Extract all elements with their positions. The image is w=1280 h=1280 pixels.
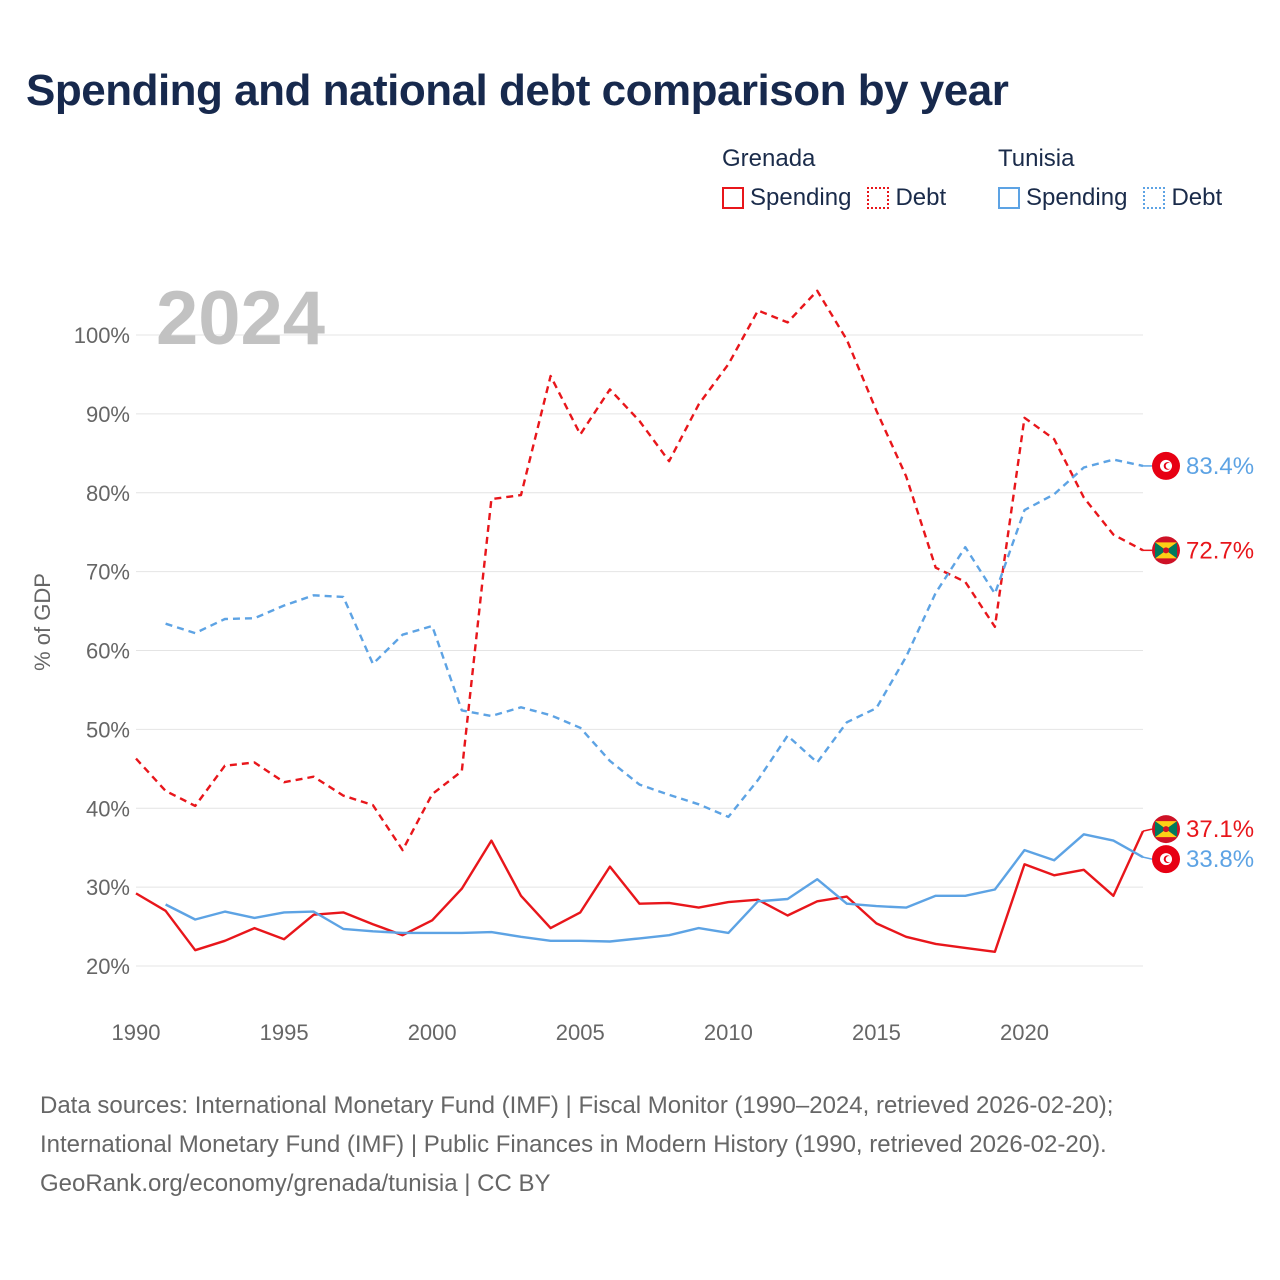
y-tick-20: 20% xyxy=(86,954,130,979)
grenada-spending-end-marker: 37.1% xyxy=(1142,815,1254,844)
y-tick-90: 90% xyxy=(86,402,130,427)
legend-item-tunisia-debt[interactable]: Debt xyxy=(1143,184,1222,212)
x-tick-2010: 2010 xyxy=(704,1020,753,1045)
year-label: 2024 xyxy=(156,276,325,361)
end-markers: 37.1% 72.7% 33.8% 83.4% xyxy=(1142,451,1254,874)
grenada-debt-end-label: 72.7% xyxy=(1186,537,1254,564)
chart-title: Spending and national debt comparison by… xyxy=(26,66,1009,115)
legend-label-grenada-spending: Spending xyxy=(750,184,852,211)
x-tick-2005: 2005 xyxy=(556,1020,605,1045)
legend-item-grenada-spending[interactable]: Spending xyxy=(722,184,851,212)
legend-country-tunisia: Tunisia xyxy=(998,145,1075,172)
grenada-debt-line xyxy=(135,289,1144,852)
tunisia-debt-end-marker: 83.4% xyxy=(1143,451,1254,480)
legend-label-tunisia-spending: Spending xyxy=(1026,184,1128,211)
sources-line-2: International Monetary Fund (IMF) | Publ… xyxy=(40,1131,1107,1158)
x-tick-1990: 1990 xyxy=(112,1020,161,1045)
grenada-debt-end-marker: 72.7% xyxy=(1143,536,1254,565)
y-tick-100: 100% xyxy=(74,323,130,348)
y-axis-label: % of GDP xyxy=(30,573,55,671)
tunisia-debt-end-label: 83.4% xyxy=(1186,453,1254,480)
tunisia-spending-end-marker: 33.8% xyxy=(1142,845,1254,874)
legend-swatch-grenada-spending xyxy=(722,187,744,209)
data-sources: Data sources: International Monetary Fun… xyxy=(40,1086,1113,1203)
grenada-flag-center xyxy=(1163,547,1169,554)
tunisia-debt-line xyxy=(165,458,1144,819)
tunisia-flag-crescent-cut xyxy=(1165,462,1172,470)
grenada-flag-center xyxy=(1163,826,1169,833)
grenada-flag-green-right xyxy=(1166,542,1177,559)
legend-swatch-tunisia-spending xyxy=(998,187,1020,209)
tunisia-spending-end-label: 33.8% xyxy=(1186,846,1254,873)
x-tick-2015: 2015 xyxy=(852,1020,901,1045)
legend-country-grenada: Grenada xyxy=(722,145,816,172)
grenada-flag-green-right xyxy=(1166,821,1177,838)
legend-label-tunisia-debt: Debt xyxy=(1171,184,1223,211)
y-tick-50: 50% xyxy=(86,717,130,742)
x-tick-2000: 2000 xyxy=(408,1020,457,1045)
legend-swatch-grenada-debt xyxy=(867,187,890,209)
grenada-flag-yellow-bottom xyxy=(1155,550,1177,559)
y-tick-80: 80% xyxy=(86,481,130,506)
tunisia-flag-crescent-cut xyxy=(1165,856,1172,863)
x-tick-1995: 1995 xyxy=(260,1020,309,1045)
legend-group-tunisia: Tunisia Spending Debt xyxy=(998,142,1222,220)
legend-swatch-tunisia-debt xyxy=(1143,187,1166,209)
grenada-flag-yellow-top xyxy=(1155,542,1177,551)
x-tick-2020: 2020 xyxy=(1000,1020,1049,1045)
sources-line-1: Data sources: International Monetary Fun… xyxy=(40,1092,1114,1119)
legend-label-grenada-debt: Debt xyxy=(895,184,947,211)
grenada-spending-line xyxy=(135,830,1145,953)
sources-line-3[interactable]: GeoRank.org/economy/grenada/tunisia | CC… xyxy=(40,1170,551,1197)
legend-group-grenada: Grenada Spending Debt xyxy=(722,142,946,220)
y-tick-30: 30% xyxy=(86,875,130,900)
grenada-flag-yellow-top xyxy=(1155,821,1177,830)
legend-item-tunisia-spending[interactable]: Spending xyxy=(998,184,1127,212)
grenada-flag-yellow-bottom xyxy=(1155,829,1177,838)
series-lines xyxy=(135,289,1145,953)
y-tick-40: 40% xyxy=(86,796,130,821)
grenada-flag-green-left xyxy=(1155,542,1166,559)
tunisia-spending-line xyxy=(165,833,1144,943)
tunisia-spending-leader xyxy=(1142,856,1153,860)
y-tick-labels: 20% 30% 40% 50% 60% 70% 80% 90% 100% xyxy=(74,323,130,979)
grenada-spending-leader xyxy=(1142,828,1153,832)
y-tick-70: 70% xyxy=(86,560,130,585)
x-tick-labels: 1990 1995 2000 2005 2010 2015 2020 xyxy=(112,1020,1049,1045)
y-tick-60: 60% xyxy=(86,639,130,664)
gridlines xyxy=(136,334,1143,967)
grenada-spending-end-label: 37.1% xyxy=(1186,816,1254,843)
legend-item-grenada-debt[interactable]: Debt xyxy=(867,184,946,212)
grenada-flag-green-left xyxy=(1155,821,1166,838)
